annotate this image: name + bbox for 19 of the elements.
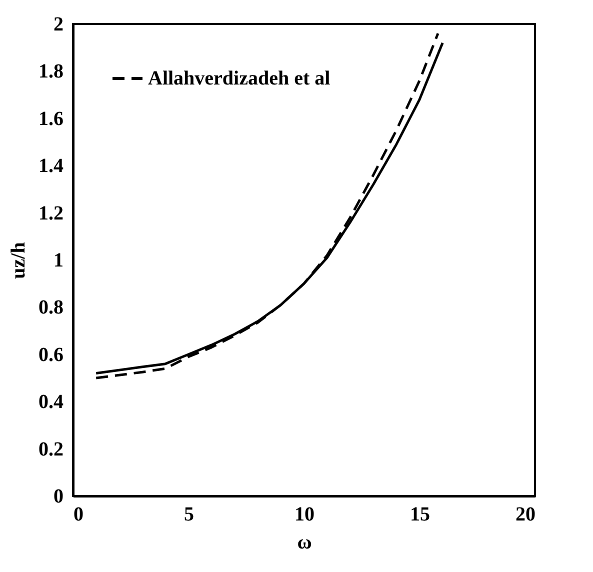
y-axis-title: uz/h (8, 242, 30, 279)
y-tick-label: 0 (54, 486, 64, 508)
x-tick-label: 20 (516, 504, 536, 526)
x-tick-label: 10 (294, 504, 314, 526)
x-tick-label: 0 (74, 504, 84, 526)
y-tick-label: 1.2 (38, 202, 64, 224)
y-tick-label: 1.8 (38, 60, 64, 83)
y-tick-label: 0.4 (38, 391, 64, 414)
y-tick-label: 2 (54, 14, 64, 36)
y-tick-label: 0.8 (38, 296, 64, 319)
x-tick-label: 15 (410, 504, 430, 526)
x-tick-label: 5 (184, 504, 194, 526)
y-tick-label: 1 (54, 250, 64, 272)
x-axis-title: ω (297, 532, 312, 554)
y-tick-label: 0.2 (38, 438, 64, 460)
y-tick-label: 1.4 (38, 155, 64, 178)
y-tick-label: 1.6 (38, 108, 64, 130)
legend-label: Allahverdizadeh et al (148, 68, 331, 90)
y-tick-label: 0.6 (38, 344, 64, 366)
